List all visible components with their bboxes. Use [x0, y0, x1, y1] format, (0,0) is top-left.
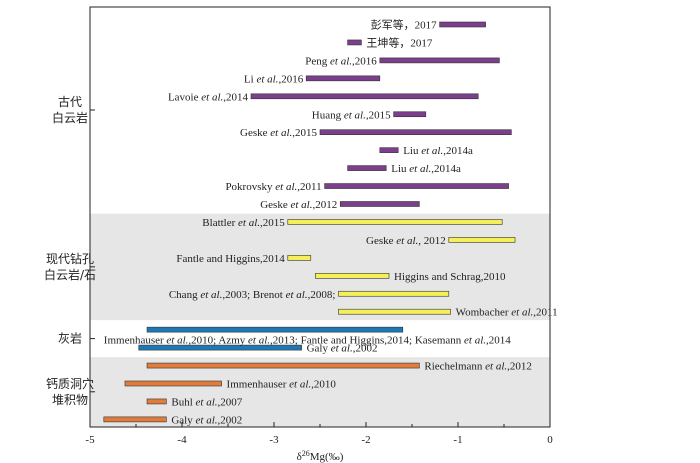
category-label: 白云岩/石	[44, 267, 96, 282]
range-bar	[146, 326, 404, 333]
range-bar	[138, 344, 302, 351]
range-bar	[103, 416, 167, 423]
range-bar	[347, 39, 362, 46]
bar-label: Pokrovsky et al.,2011	[225, 181, 321, 193]
range-bar	[146, 362, 420, 369]
range-bar	[287, 255, 312, 261]
range-bar	[146, 398, 167, 405]
range-bar	[338, 308, 451, 315]
category-label: 钙质洞穴	[46, 376, 94, 391]
range-bars	[103, 21, 516, 423]
range-bar	[448, 237, 516, 243]
bar-label: Higgins and Schrag,2010	[394, 271, 506, 283]
category-label: 灰岩	[58, 331, 82, 346]
category-label: 白云岩	[52, 110, 88, 125]
bar-label: 王坤等，2017	[366, 35, 432, 49]
range-bar	[324, 183, 509, 189]
range-bar	[339, 201, 420, 207]
bar-label: Fantle and Higgins,2014	[176, 253, 285, 265]
range-bar	[305, 75, 381, 82]
bar-label: Geske et al.,2012	[260, 199, 337, 211]
category-label: 古代	[58, 94, 82, 109]
bar-label: Liu et al.,2014a	[391, 163, 461, 175]
range-bar	[338, 290, 450, 297]
range-bar	[287, 219, 503, 225]
bar-label: Immenhauser et al.,2010; Azmy et al.,201…	[104, 335, 511, 347]
range-bar	[379, 147, 399, 153]
range-bar	[393, 111, 427, 118]
x-axis-title: δ26Mg(‰)	[297, 449, 344, 463]
category-label: 堆积物	[52, 393, 88, 407]
bar-label: 彭军等，2017	[371, 18, 437, 32]
bar-label: Blattler et al.,2015	[202, 217, 285, 229]
category-ticks	[90, 109, 95, 393]
bar-label: Peng et al.,2016	[305, 55, 377, 67]
x-tick-label: -4	[177, 434, 187, 446]
category-bands	[90, 212, 550, 427]
range-bar	[379, 57, 500, 64]
x-tick-label: -5	[85, 434, 95, 446]
bar-label: Li et al.,2016	[244, 73, 304, 85]
range-bar	[319, 129, 512, 135]
x-tick-label: -2	[361, 434, 370, 446]
bar-label: Wombacher et al.,2011	[456, 307, 558, 319]
range-bar	[124, 380, 222, 387]
bar-label: Immenhauser et al.,2010	[227, 379, 337, 391]
bar-label: Galy et al.,2002	[171, 414, 242, 426]
bar-label: Riechelmann et al.,2012	[424, 361, 532, 373]
bar-label: Geske et al.,2015	[240, 127, 318, 139]
x-tick-label: 0	[547, 434, 553, 446]
x-axis: -5 -4 -3 -2 -1 0	[85, 422, 553, 446]
category-label: 现代钻孔	[46, 251, 94, 266]
x-tick-label: -3	[269, 434, 279, 446]
x-tick-label: -1	[453, 434, 462, 446]
range-bar	[250, 93, 479, 100]
bar-label: Galy et al.,2002	[307, 343, 378, 355]
category-band	[90, 212, 550, 321]
bar-label: Huang et al.,2015	[312, 109, 391, 121]
bar-label: Buhl et al.,2007	[171, 396, 242, 408]
bar-label: Lavoie et al.,2014	[168, 91, 249, 103]
range-bar	[315, 272, 390, 279]
range-bar	[347, 165, 387, 171]
range-bar	[439, 21, 486, 28]
bar-label: Chang et al.,2003; Brenot et al.,2008;	[169, 289, 336, 301]
bar-label: Liu et al.,2014a	[403, 145, 473, 157]
bar-label: Geske et al., 2012	[366, 235, 446, 247]
